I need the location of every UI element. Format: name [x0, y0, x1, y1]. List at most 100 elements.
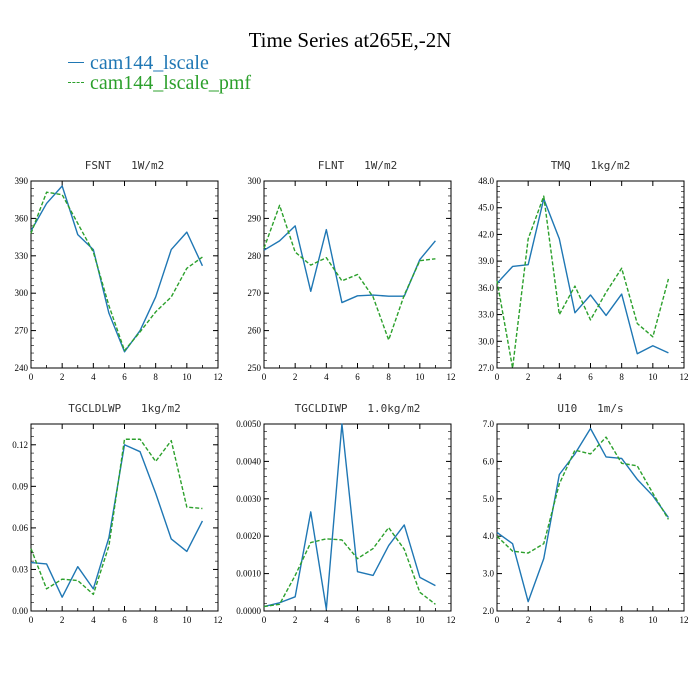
- y-tick-label: 360: [15, 213, 29, 223]
- plot-frame: [496, 423, 685, 612]
- y-tick-label: 30.0: [478, 336, 494, 346]
- y-tick-label: 290: [248, 213, 262, 223]
- legend-swatch-2: [68, 81, 84, 83]
- chart-title: FLNT 1W/m2: [318, 159, 397, 172]
- y-tick-label: 300: [248, 176, 262, 186]
- y-tick-label: 240: [15, 363, 29, 373]
- x-tick-label: 12: [680, 372, 689, 382]
- plot-frame: [30, 423, 219, 612]
- x-tick-label: 0: [262, 615, 267, 625]
- series-line-2: [496, 436, 670, 554]
- legend-label-2: cam144_lscale_pmf: [90, 72, 252, 94]
- legend-swatch-1: [68, 61, 84, 63]
- series-line-2: [263, 204, 436, 341]
- chart-panel-2: FLNT 1W/m2 0 2 4 6 8 10 12 250 260 270 280 290 300: [248, 159, 456, 382]
- x-tick-label: 8: [153, 615, 158, 625]
- y-tick-label: 0.12: [12, 440, 28, 450]
- legend-entry-2: cam144_lscale_pmf: [68, 72, 251, 94]
- x-tick-label: 6: [122, 615, 127, 625]
- x-tick-label: 8: [619, 372, 624, 382]
- chart-title: TGCLDIWP 1.0kg/m2: [295, 402, 421, 415]
- y-tick-label: 280: [248, 251, 262, 261]
- y-tick-label: 0.00: [12, 606, 28, 616]
- chart-panel-6: U10 1m/s 0 2 4 6 8 10 12 2.0 3.0 4.0 5.0 6.0 7.0: [483, 402, 689, 625]
- x-tick-label: 2: [293, 615, 298, 625]
- chart-title: FSNT 1W/m2: [85, 159, 164, 172]
- x-tick-label: 0: [262, 372, 267, 382]
- y-tick-label: 250: [248, 363, 262, 373]
- y-tick-label: 4.0: [483, 531, 495, 541]
- x-tick-label: 2: [526, 372, 531, 382]
- x-tick-label: 0: [495, 615, 500, 625]
- x-tick-label: 6: [355, 615, 360, 625]
- x-tick-label: 10: [415, 372, 425, 382]
- legend-entry-1: cam144_lscale: [68, 52, 209, 74]
- y-tick-label: 39.0: [478, 256, 494, 266]
- x-tick-label: 10: [648, 615, 658, 625]
- y-tick-label: 6.0: [483, 456, 495, 466]
- series-line-1: [496, 198, 669, 355]
- x-tick-label: 12: [214, 615, 223, 625]
- x-tick-label: 10: [182, 372, 192, 382]
- y-tick-label: 0.06: [12, 523, 28, 533]
- series-line-1: [30, 185, 204, 353]
- y-tick-label: 42.0: [478, 229, 494, 239]
- x-tick-label: 4: [557, 615, 562, 625]
- series-line-2: [30, 191, 203, 352]
- y-tick-label: 0.0040: [236, 456, 261, 466]
- y-tick-label: 330: [15, 251, 29, 261]
- y-tick-label: 0.03: [12, 564, 28, 574]
- series-line-1: [30, 444, 204, 598]
- x-tick-label: 2: [60, 615, 65, 625]
- x-tick-label: 4: [91, 615, 96, 625]
- plot-frame: [263, 423, 452, 612]
- y-tick-label: 260: [248, 326, 262, 336]
- x-tick-label: 8: [386, 615, 391, 625]
- x-tick-label: 8: [153, 372, 158, 382]
- x-tick-label: 10: [415, 615, 425, 625]
- y-tick-label: 270: [248, 288, 262, 298]
- x-tick-label: 6: [588, 615, 593, 625]
- chart-title: U10 1m/s: [557, 402, 623, 415]
- y-tick-label: 0.09: [12, 481, 28, 491]
- y-tick-label: 3.0: [483, 569, 495, 579]
- y-tick-label: 45.0: [478, 203, 494, 213]
- x-tick-label: 6: [588, 372, 593, 382]
- chart-panel-5: TGCLDIWP 1.0kg/m2 0 2 4 6 8 10 12 0.0000 0.0010 0.…: [236, 402, 455, 625]
- chart-panel-4: TGCLDLWP 1kg/m2 0 2 4 6 8 10 12 0.00 0.03 0.06 0.09…: [12, 402, 222, 625]
- x-tick-label: 2: [60, 372, 65, 382]
- y-tick-label: 36.0: [478, 283, 494, 293]
- y-tick-label: 33.0: [478, 310, 494, 320]
- chart-title: TGCLDLWP 1kg/m2: [68, 402, 181, 415]
- x-tick-label: 12: [447, 615, 456, 625]
- x-tick-label: 4: [557, 372, 562, 382]
- y-tick-label: 0.0020: [236, 531, 261, 541]
- plot-frame: [30, 180, 219, 369]
- series-line-2: [30, 438, 203, 596]
- series-line-1: [496, 427, 669, 603]
- y-tick-label: 7.0: [483, 419, 495, 429]
- y-tick-label: 300: [15, 288, 29, 298]
- y-tick-label: 270: [15, 326, 29, 336]
- x-tick-label: 4: [91, 372, 96, 382]
- plot-frame: [496, 180, 685, 369]
- x-tick-label: 12: [214, 372, 223, 382]
- x-tick-label: 2: [293, 372, 298, 382]
- x-tick-label: 0: [29, 372, 34, 382]
- chart-panel-3: TMQ 1kg/m2 0 2 4 6 8 10 12 27.0 30.0 33.0 36.0 39.0 4…: [478, 159, 688, 382]
- x-tick-label: 4: [324, 372, 329, 382]
- y-tick-label: 0.0030: [236, 494, 261, 504]
- figure-title: Time Series at265E,-2N: [248, 28, 452, 52]
- chart-panel-1: FSNT 1W/m2 0 2 4 6 8 10 12 240 270 300 330 360 390: [15, 159, 223, 382]
- series-line-2: [263, 526, 436, 608]
- x-tick-label: 12: [680, 615, 689, 625]
- series-line-1: [263, 423, 436, 610]
- y-tick-label: 27.0: [478, 363, 494, 373]
- legend-label-1: cam144_lscale: [90, 52, 209, 74]
- y-tick-label: 0.0050: [236, 419, 261, 429]
- x-tick-label: 10: [182, 615, 192, 625]
- x-tick-label: 12: [447, 372, 456, 382]
- y-tick-label: 48.0: [478, 176, 494, 186]
- series-line-2: [496, 195, 670, 369]
